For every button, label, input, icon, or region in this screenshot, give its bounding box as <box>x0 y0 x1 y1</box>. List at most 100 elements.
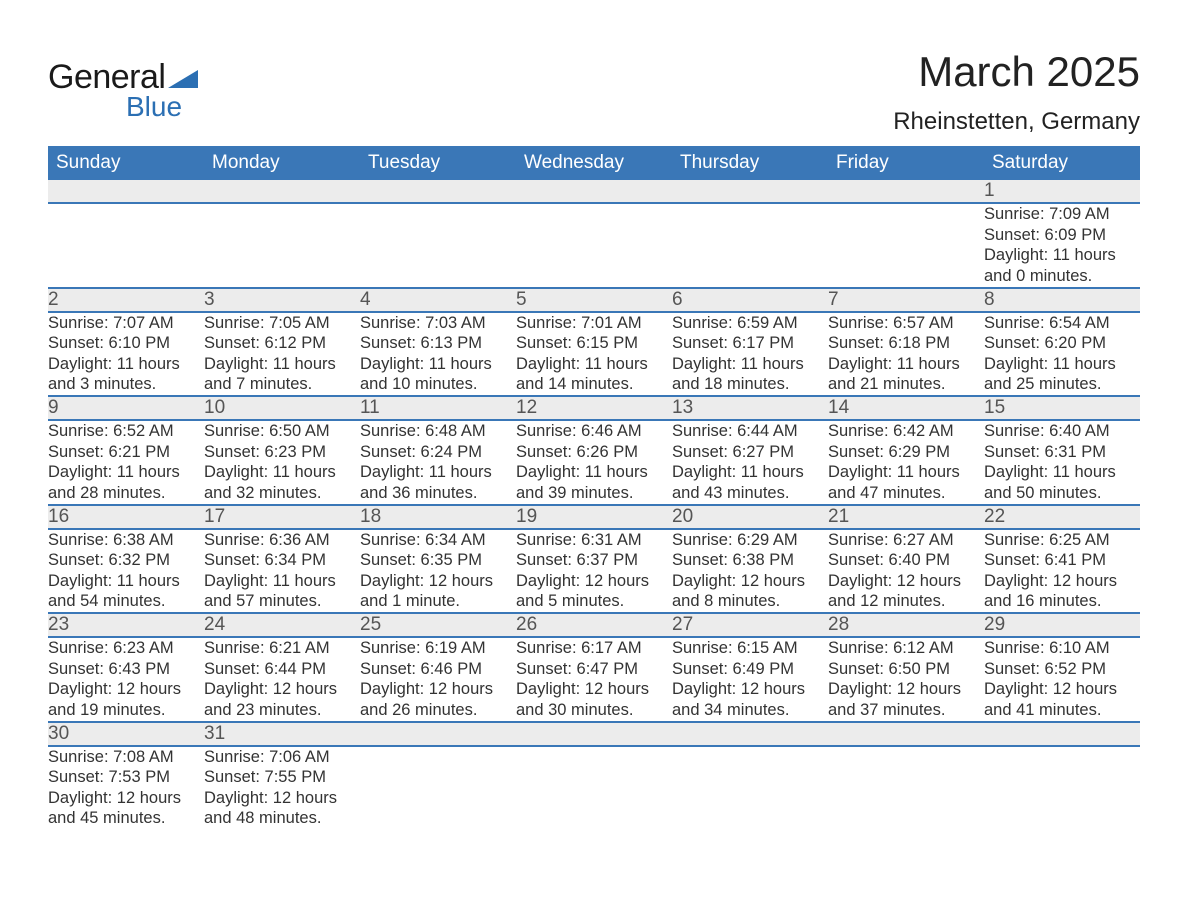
day-detail-cell: Sunrise: 6:48 AMSunset: 6:24 PMDaylight:… <box>360 420 516 505</box>
sunset-line: Sunset: 6:50 PM <box>828 659 984 680</box>
daylight-line: Daylight: 12 hours and 1 minute. <box>360 571 516 612</box>
day-header: Friday <box>828 146 984 180</box>
day-number-cell: 3 <box>204 288 360 312</box>
daylight-line: Daylight: 12 hours and 5 minutes. <box>516 571 672 612</box>
sunset-line: Sunset: 6:17 PM <box>672 333 828 354</box>
sunrise-line: Sunrise: 6:59 AM <box>672 313 828 334</box>
day-number-cell: 19 <box>516 505 672 529</box>
daylight-line: Daylight: 11 hours and 18 minutes. <box>672 354 828 395</box>
week-detail-row: Sunrise: 7:09 AMSunset: 6:09 PMDaylight:… <box>48 203 1140 288</box>
day-detail-cell: Sunrise: 6:25 AMSunset: 6:41 PMDaylight:… <box>984 529 1140 614</box>
sunset-line: Sunset: 6:43 PM <box>48 659 204 680</box>
day-number-cell: 27 <box>672 613 828 637</box>
day-number-cell <box>516 180 672 203</box>
sunrise-line: Sunrise: 6:31 AM <box>516 530 672 551</box>
day-detail-cell: Sunrise: 6:38 AMSunset: 6:32 PMDaylight:… <box>48 529 204 614</box>
week-detail-row: Sunrise: 6:38 AMSunset: 6:32 PMDaylight:… <box>48 529 1140 614</box>
sunrise-line: Sunrise: 6:23 AM <box>48 638 204 659</box>
sunset-line: Sunset: 6:13 PM <box>360 333 516 354</box>
day-detail-cell: Sunrise: 6:44 AMSunset: 6:27 PMDaylight:… <box>672 420 828 505</box>
sunrise-line: Sunrise: 6:15 AM <box>672 638 828 659</box>
daylight-line: Daylight: 11 hours and 47 minutes. <box>828 462 984 503</box>
day-header: Tuesday <box>360 146 516 180</box>
sunset-line: Sunset: 6:44 PM <box>204 659 360 680</box>
daylight-line: Daylight: 11 hours and 43 minutes. <box>672 462 828 503</box>
week-daynum-row: 23242526272829 <box>48 613 1140 637</box>
title-block: March 2025 Rheinstetten, Germany <box>893 30 1140 136</box>
sunrise-line: Sunrise: 6:29 AM <box>672 530 828 551</box>
day-number-cell: 12 <box>516 396 672 420</box>
sunrise-line: Sunrise: 7:03 AM <box>360 313 516 334</box>
day-number-cell: 9 <box>48 396 204 420</box>
daylight-line: Daylight: 11 hours and 54 minutes. <box>48 571 204 612</box>
sunrise-line: Sunrise: 6:27 AM <box>828 530 984 551</box>
day-number-cell <box>516 722 672 746</box>
daylight-line: Daylight: 12 hours and 23 minutes. <box>204 679 360 720</box>
sunset-line: Sunset: 6:12 PM <box>204 333 360 354</box>
day-number-cell: 23 <box>48 613 204 637</box>
day-detail-cell: Sunrise: 6:50 AMSunset: 6:23 PMDaylight:… <box>204 420 360 505</box>
sunset-line: Sunset: 6:46 PM <box>360 659 516 680</box>
day-detail-cell: Sunrise: 6:46 AMSunset: 6:26 PMDaylight:… <box>516 420 672 505</box>
day-detail-cell: Sunrise: 6:21 AMSunset: 6:44 PMDaylight:… <box>204 637 360 722</box>
day-detail-cell: Sunrise: 6:27 AMSunset: 6:40 PMDaylight:… <box>828 529 984 614</box>
day-detail-cell: Sunrise: 7:08 AMSunset: 7:53 PMDaylight:… <box>48 746 204 830</box>
sunset-line: Sunset: 6:09 PM <box>984 225 1140 246</box>
sunset-line: Sunset: 7:53 PM <box>48 767 204 788</box>
sunset-line: Sunset: 6:10 PM <box>48 333 204 354</box>
sunrise-line: Sunrise: 7:05 AM <box>204 313 360 334</box>
week-detail-row: Sunrise: 6:23 AMSunset: 6:43 PMDaylight:… <box>48 637 1140 722</box>
sunset-line: Sunset: 6:23 PM <box>204 442 360 463</box>
day-number-cell: 15 <box>984 396 1140 420</box>
day-detail-cell: Sunrise: 6:40 AMSunset: 6:31 PMDaylight:… <box>984 420 1140 505</box>
day-detail-cell: Sunrise: 7:01 AMSunset: 6:15 PMDaylight:… <box>516 312 672 397</box>
sunset-line: Sunset: 6:34 PM <box>204 550 360 571</box>
sunrise-line: Sunrise: 6:36 AM <box>204 530 360 551</box>
day-detail-cell: Sunrise: 6:57 AMSunset: 6:18 PMDaylight:… <box>828 312 984 397</box>
daylight-line: Daylight: 11 hours and 25 minutes. <box>984 354 1140 395</box>
day-number-cell: 31 <box>204 722 360 746</box>
day-detail-cell: Sunrise: 6:54 AMSunset: 6:20 PMDaylight:… <box>984 312 1140 397</box>
day-number-cell: 5 <box>516 288 672 312</box>
week-daynum-row: 1 <box>48 180 1140 203</box>
day-detail-cell: Sunrise: 7:05 AMSunset: 6:12 PMDaylight:… <box>204 312 360 397</box>
day-detail-cell <box>516 203 672 288</box>
day-number-cell <box>828 180 984 203</box>
day-detail-cell: Sunrise: 7:03 AMSunset: 6:13 PMDaylight:… <box>360 312 516 397</box>
day-detail-cell: Sunrise: 6:42 AMSunset: 6:29 PMDaylight:… <box>828 420 984 505</box>
daylight-line: Daylight: 11 hours and 36 minutes. <box>360 462 516 503</box>
day-detail-cell: Sunrise: 6:31 AMSunset: 6:37 PMDaylight:… <box>516 529 672 614</box>
logo-triangle-icon <box>168 66 198 93</box>
daylight-line: Daylight: 12 hours and 8 minutes. <box>672 571 828 612</box>
daylight-line: Daylight: 12 hours and 37 minutes. <box>828 679 984 720</box>
sunrise-line: Sunrise: 6:44 AM <box>672 421 828 442</box>
day-detail-cell <box>984 746 1140 830</box>
daylight-line: Daylight: 11 hours and 28 minutes. <box>48 462 204 503</box>
daylight-line: Daylight: 11 hours and 57 minutes. <box>204 571 360 612</box>
day-number-cell: 29 <box>984 613 1140 637</box>
daylight-line: Daylight: 11 hours and 10 minutes. <box>360 354 516 395</box>
daylight-line: Daylight: 12 hours and 30 minutes. <box>516 679 672 720</box>
daylight-line: Daylight: 12 hours and 41 minutes. <box>984 679 1140 720</box>
day-number-cell <box>360 180 516 203</box>
day-number-cell: 11 <box>360 396 516 420</box>
day-header: Thursday <box>672 146 828 180</box>
daylight-line: Daylight: 11 hours and 50 minutes. <box>984 462 1140 503</box>
sunrise-line: Sunrise: 6:50 AM <box>204 421 360 442</box>
sunset-line: Sunset: 6:40 PM <box>828 550 984 571</box>
week-detail-row: Sunrise: 7:08 AMSunset: 7:53 PMDaylight:… <box>48 746 1140 830</box>
sunset-line: Sunset: 6:24 PM <box>360 442 516 463</box>
sunset-line: Sunset: 6:21 PM <box>48 442 204 463</box>
logo: General Blue <box>48 58 198 123</box>
sunrise-line: Sunrise: 7:08 AM <box>48 747 204 768</box>
day-number-cell <box>360 722 516 746</box>
day-header: Sunday <box>48 146 204 180</box>
daylight-line: Daylight: 11 hours and 0 minutes. <box>984 245 1140 286</box>
daylight-line: Daylight: 11 hours and 3 minutes. <box>48 354 204 395</box>
day-number-cell: 14 <box>828 396 984 420</box>
sunrise-line: Sunrise: 6:38 AM <box>48 530 204 551</box>
day-detail-cell: Sunrise: 6:52 AMSunset: 6:21 PMDaylight:… <box>48 420 204 505</box>
day-number-cell: 1 <box>984 180 1140 203</box>
sunrise-line: Sunrise: 6:34 AM <box>360 530 516 551</box>
sunrise-line: Sunrise: 6:57 AM <box>828 313 984 334</box>
